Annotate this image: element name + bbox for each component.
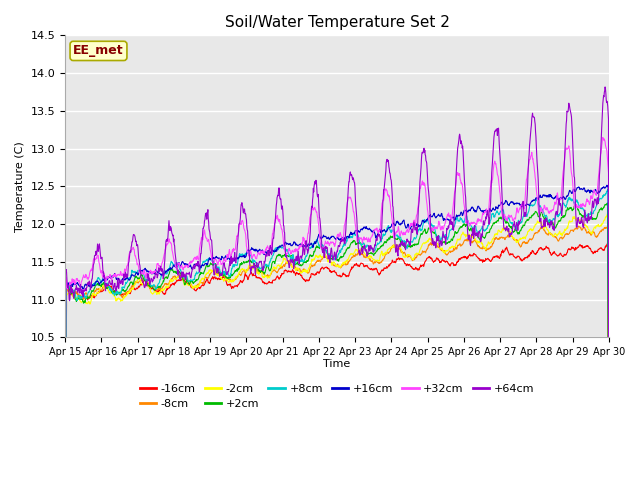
-16cm	[604, 240, 612, 246]
+16cm	[421, 219, 429, 225]
+16cm	[182, 263, 190, 268]
+2cm	[182, 280, 190, 286]
+64cm	[169, 233, 177, 239]
+8cm	[182, 274, 190, 280]
+64cm	[492, 126, 500, 132]
Line: +64cm: +64cm	[65, 87, 609, 480]
+8cm	[492, 209, 500, 215]
Line: +32cm: +32cm	[65, 138, 609, 480]
-2cm	[421, 240, 429, 246]
X-axis label: Time: Time	[323, 359, 351, 369]
Y-axis label: Temperature (C): Temperature (C)	[15, 141, 25, 232]
Text: EE_met: EE_met	[73, 44, 124, 58]
-16cm	[182, 279, 190, 285]
+16cm	[540, 192, 548, 198]
-8cm	[575, 223, 582, 229]
-16cm	[421, 259, 429, 264]
-2cm	[604, 211, 611, 217]
+8cm	[604, 187, 612, 192]
-8cm	[243, 267, 251, 273]
-8cm	[182, 275, 190, 280]
+32cm	[169, 251, 177, 256]
+8cm	[169, 260, 177, 266]
+2cm	[169, 267, 177, 273]
+32cm	[492, 164, 500, 169]
+32cm	[605, 411, 612, 417]
Title: Soil/Water Temperature Set 2: Soil/Water Temperature Set 2	[225, 15, 449, 30]
-16cm	[492, 254, 500, 260]
+32cm	[421, 185, 429, 191]
+8cm	[540, 212, 548, 218]
-8cm	[540, 227, 548, 233]
-2cm	[492, 231, 500, 237]
+32cm	[540, 203, 548, 208]
+64cm	[605, 456, 612, 462]
+2cm	[604, 200, 611, 206]
+2cm	[243, 259, 251, 264]
Line: -8cm: -8cm	[65, 226, 609, 480]
-8cm	[421, 249, 429, 255]
+8cm	[421, 218, 429, 224]
+16cm	[243, 250, 251, 255]
+32cm	[182, 262, 190, 268]
Line: +16cm: +16cm	[65, 185, 609, 480]
+32cm	[243, 245, 251, 251]
Line: +2cm: +2cm	[65, 203, 609, 480]
+64cm	[421, 152, 429, 157]
-16cm	[540, 246, 548, 252]
+2cm	[540, 216, 548, 222]
-8cm	[169, 275, 177, 281]
+64cm	[243, 224, 251, 229]
-2cm	[169, 278, 177, 284]
-2cm	[243, 268, 251, 274]
+16cm	[169, 264, 177, 270]
+64cm	[540, 216, 548, 222]
+2cm	[492, 220, 500, 226]
+64cm	[601, 84, 609, 90]
-16cm	[243, 273, 251, 279]
-8cm	[492, 234, 500, 240]
+32cm	[598, 135, 606, 141]
+2cm	[421, 227, 429, 233]
+16cm	[603, 182, 611, 188]
+8cm	[243, 250, 251, 256]
Line: +8cm: +8cm	[65, 190, 609, 480]
Legend: -16cm, -8cm, -2cm, +2cm, +8cm, +16cm, +32cm, +64cm: -16cm, -8cm, -2cm, +2cm, +8cm, +16cm, +3…	[135, 379, 539, 414]
-16cm	[169, 280, 177, 286]
Line: -2cm: -2cm	[65, 214, 609, 480]
+16cm	[492, 204, 500, 210]
Line: -16cm: -16cm	[65, 243, 609, 480]
+64cm	[182, 276, 190, 282]
-2cm	[182, 280, 190, 286]
-2cm	[540, 225, 548, 230]
